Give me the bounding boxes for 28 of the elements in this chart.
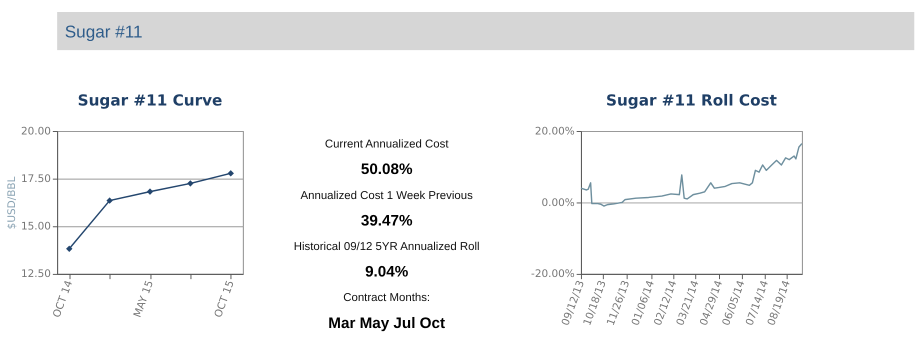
- chart-title: Sugar #11 Curve: [78, 91, 222, 110]
- text: Sugar #11: [64, 22, 143, 42]
- text: 39.47%: [360, 212, 413, 230]
- text: Annualized Cost 1 Week Previous: [300, 190, 474, 202]
- y-tick-label: 17.50: [20, 173, 51, 185]
- point: [146, 188, 154, 195]
- line-series: [580, 142, 803, 207]
- text: 9.04%: [365, 264, 409, 281]
- point: [228, 170, 234, 177]
- y-axis-title: $USD/BBL: [6, 176, 18, 230]
- text: Historical 09/12 5YR Annualized Roll: [294, 241, 480, 254]
- y-tick-label: 12.50: [20, 268, 51, 280]
- y-tick-label: 20.00%: [534, 125, 575, 138]
- point: [66, 246, 72, 252]
- x-tick-label: MAY 15: [132, 278, 156, 320]
- point: [187, 180, 194, 187]
- text: Mar May Jul Oct: [328, 314, 446, 332]
- y-tick-label: 15.00: [20, 220, 51, 233]
- chart-title: Sugar #11 Roll Cost: [606, 91, 777, 110]
- text: Current Annualized Cost: [324, 138, 450, 151]
- text: Contract Months:: [343, 292, 430, 304]
- y-tick-label: 20.00: [20, 125, 51, 138]
- y-tick-label: -20.00%: [531, 268, 575, 280]
- x-tick-label: OCT 14: [50, 278, 76, 320]
- point: [106, 197, 113, 204]
- y-tick-label: 0.00%: [541, 196, 575, 209]
- x-tick-label: OCT 15: [212, 278, 237, 320]
- text: 50.08%: [360, 161, 413, 178]
